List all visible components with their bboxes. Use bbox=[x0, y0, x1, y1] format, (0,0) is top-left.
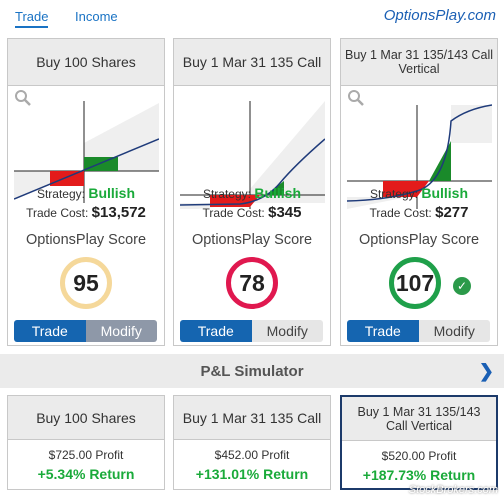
action-buttons: Trade Modify bbox=[14, 320, 157, 342]
zoom-icon[interactable] bbox=[347, 89, 365, 107]
strategy-label: Strategy: bbox=[202, 187, 251, 201]
modify-button[interactable]: Modify bbox=[251, 320, 323, 342]
score-badge: 78 bbox=[226, 257, 278, 309]
card-title: Buy 1 Mar 31 135 Call bbox=[174, 39, 330, 86]
modify-button[interactable]: Modify bbox=[85, 320, 157, 342]
strategy-card-vertical: Buy 1 Mar 31 135/143 Call Vertical Strat… bbox=[340, 38, 498, 346]
gain-zone bbox=[429, 141, 451, 181]
chevron-right-icon[interactable]: ❯ bbox=[478, 361, 494, 381]
score-label: OptionsPlay Score bbox=[25, 232, 147, 248]
tab-income[interactable]: Income bbox=[75, 9, 118, 24]
cost-value: $277 bbox=[435, 204, 469, 221]
modify-button[interactable]: Modify bbox=[418, 320, 490, 342]
cost-value: $13,572 bbox=[91, 204, 146, 221]
trade-button[interactable]: Trade bbox=[14, 320, 86, 342]
pl-card-vertical[interactable]: Buy 1 Mar 31 135/143 Call Vertical $520.… bbox=[340, 395, 498, 490]
profit-value: $452.00 Profit bbox=[214, 448, 290, 462]
card-title: Buy 100 Shares bbox=[8, 396, 164, 440]
trade-button[interactable]: Trade bbox=[347, 320, 419, 342]
brand-logo[interactable]: OptionsPlay.com bbox=[383, 7, 496, 24]
profit-value: $725.00 Profit bbox=[48, 448, 124, 462]
pl-simulator-bar[interactable]: P&L Simulator ❯ bbox=[0, 354, 504, 388]
cost-label: Trade Cost: bbox=[369, 206, 432, 220]
profit-value: $520.00 Profit bbox=[381, 449, 457, 463]
zoom-icon[interactable] bbox=[14, 89, 32, 107]
return-value: +5.34% Return bbox=[37, 466, 135, 482]
payoff-chart bbox=[14, 101, 159, 203]
score-label: OptionsPlay Score bbox=[191, 232, 313, 248]
loss-zone bbox=[50, 171, 84, 186]
card-title: Buy 1 Mar 31 135 Call bbox=[174, 396, 330, 440]
strategy-label: Strategy: bbox=[36, 187, 85, 201]
tab-trade[interactable]: Trade bbox=[15, 9, 49, 28]
score-badge: 95 bbox=[60, 257, 112, 309]
strategy-label: Strategy: bbox=[369, 187, 418, 201]
cost-value: $345 bbox=[268, 204, 302, 221]
pl-card-call[interactable]: Buy 1 Mar 31 135 Call $452.00 Profit +13… bbox=[173, 395, 331, 490]
action-buttons: Trade Modify bbox=[180, 320, 323, 342]
strategy-value: Bullish bbox=[254, 185, 302, 201]
card-title: Buy 100 Shares bbox=[8, 39, 164, 86]
payoff-line bbox=[14, 138, 159, 200]
card-title: Buy 1 Mar 31 135/143 Call Vertical bbox=[341, 39, 497, 86]
cost-label: Trade Cost: bbox=[202, 206, 265, 220]
cost-label: Trade Cost: bbox=[26, 206, 89, 220]
loss-zone bbox=[383, 181, 429, 197]
watermark: StockBrokers.com bbox=[408, 484, 498, 496]
action-buttons: Trade Modify bbox=[347, 320, 490, 342]
strategy-card-shares: Buy 100 Shares Strategy: Bullish Trade C… bbox=[7, 38, 165, 346]
strategy-value: Bullish bbox=[88, 185, 136, 201]
return-value: +131.01% Return bbox=[195, 466, 309, 482]
pl-simulator-label: P&L Simulator bbox=[200, 362, 304, 380]
score-badge: 107 bbox=[389, 257, 441, 309]
trade-button[interactable]: Trade bbox=[180, 320, 252, 342]
card-title: Buy 1 Mar 31 135/143 Call Vertical bbox=[342, 397, 496, 441]
check-icon: ✓ bbox=[453, 277, 471, 295]
payoff-line bbox=[180, 138, 325, 206]
score-label: OptionsPlay Score bbox=[358, 232, 480, 248]
return-value: +187.73% Return bbox=[362, 467, 476, 483]
strategy-value: Bullish bbox=[421, 185, 469, 201]
top-bar: Trade Income OptionsPlay.com bbox=[0, 0, 504, 32]
payoff-chart bbox=[347, 104, 492, 209]
gain-zone bbox=[84, 157, 118, 171]
pl-card-shares[interactable]: Buy 100 Shares $725.00 Profit +5.34% Ret… bbox=[7, 395, 165, 490]
strategy-card-call: Buy 1 Mar 31 135 Call Strategy: Bullish … bbox=[173, 38, 331, 346]
payoff-line bbox=[347, 104, 492, 202]
payoff-chart bbox=[180, 101, 325, 209]
